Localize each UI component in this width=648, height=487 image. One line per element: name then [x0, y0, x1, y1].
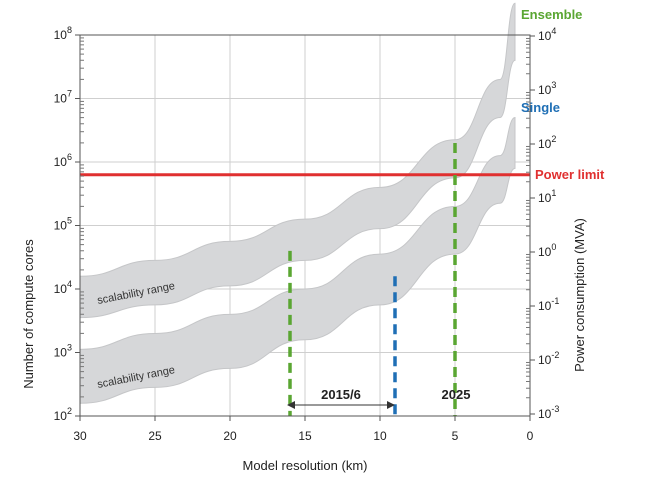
year-markers [288, 142, 457, 416]
power-limit-label: Power limit [535, 167, 605, 182]
x-tick-label: 0 [527, 429, 534, 443]
x-tick-label: 15 [298, 429, 312, 443]
y-left-tick-label: 102 [54, 406, 72, 423]
y-right-tick-label: 104 [538, 26, 556, 43]
range-arrow [287, 401, 395, 409]
band-ensemble [79, 2, 516, 319]
y-right-tick-label: 10-3 [538, 404, 559, 421]
y-left-tick-label: 104 [54, 279, 72, 296]
axis-ticks [75, 34, 535, 421]
band-single [79, 117, 516, 404]
x-tick-label: 10 [373, 429, 387, 443]
x-tick-label: 20 [223, 429, 237, 443]
y-axis-left-title: Number of compute cores [21, 239, 36, 389]
x-tick-label: 30 [73, 429, 87, 443]
x-tick-label: 5 [452, 429, 459, 443]
y-left-tick-label: 103 [54, 343, 72, 360]
x-tick-label: 25 [148, 429, 162, 443]
y-right-tick-label: 100 [538, 242, 556, 259]
y-right-tick-label: 102 [538, 134, 556, 151]
range-2015-label: 2015/6 [321, 387, 361, 402]
y-axis-right-title: Power consumption (MVA) [572, 218, 587, 372]
tick-labels: 30 25 20 15 10 5 010210310410510610710810-310-… [54, 25, 560, 443]
year-2025-label: 2025 [442, 387, 471, 402]
y-right-tick-label: 101 [538, 188, 556, 205]
y-right-tick-label: 10-2 [538, 350, 559, 367]
y-right-tick-label: 10-1 [538, 296, 559, 313]
single-series-label: Single [521, 100, 560, 115]
y-left-tick-label: 106 [54, 152, 72, 169]
y-left-tick-label: 105 [54, 216, 72, 233]
y-left-tick-label: 107 [54, 89, 72, 106]
x-axis-title: Model resolution (km) [243, 458, 368, 473]
ensemble-series-label: Ensemble [521, 7, 582, 22]
y-left-tick-label: 108 [54, 25, 72, 42]
y-right-tick-label: 103 [538, 80, 556, 97]
scalability-bands [79, 2, 530, 404]
